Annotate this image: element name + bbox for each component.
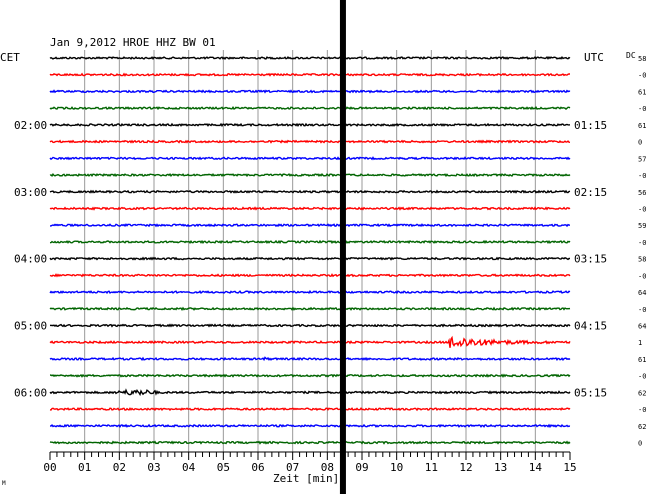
trace-9 <box>49 206 571 211</box>
trace-8 <box>49 189 571 194</box>
trace-13 <box>49 273 571 278</box>
trace-22 <box>49 423 571 429</box>
dc-offset-value: 58 <box>638 256 646 264</box>
trace-14 <box>49 289 571 295</box>
trace-4 <box>49 122 571 128</box>
dc-offset-value: -0 <box>638 406 646 414</box>
trace-3 <box>49 106 571 111</box>
time-marker-bar <box>339 0 346 494</box>
x-tick-label: 10 <box>390 461 403 474</box>
dc-offset-value: 64 <box>638 289 646 297</box>
dc-offset-value: 64 <box>638 323 646 331</box>
utc-hour-label: 01:15 <box>574 119 607 132</box>
utc-hour-label: 05:15 <box>574 386 607 399</box>
time-marker-bar <box>339 0 346 494</box>
trace-21 <box>49 406 571 412</box>
dc-offset-value: 61 <box>638 88 646 96</box>
dc-offset-value: 62 <box>638 389 646 397</box>
dc-offset-value: -0 <box>638 205 646 213</box>
x-tick-label: 08 <box>321 461 334 474</box>
trace-11 <box>49 239 571 245</box>
x-tick-label: 05 <box>217 461 230 474</box>
trace-17 <box>49 335 571 348</box>
trace-20 <box>49 388 571 397</box>
trace-18 <box>49 356 571 362</box>
dc-offset-value: 61 <box>638 356 646 364</box>
cet-label: CET <box>0 51 20 64</box>
x-tick-label: 11 <box>425 461 438 474</box>
cet-hour-label: 03:00 <box>14 186 47 199</box>
axes: 00 01 02 03 04 05 06 07 08 09 10 11 12 13 14 1502:0003:… <box>14 55 646 474</box>
trace-6 <box>49 156 571 161</box>
trace-10 <box>50 223 571 228</box>
cet-hour-label: 02:00 <box>14 119 47 132</box>
trace-5 <box>49 139 571 144</box>
x-tick-label: 03 <box>147 461 160 474</box>
trace-16 <box>49 323 571 328</box>
dc-offset-value: -0 <box>638 272 646 280</box>
x-tick-label: 07 <box>286 461 299 474</box>
trace-19 <box>49 373 571 379</box>
trace-23 <box>49 440 571 445</box>
x-tick-label: 01 <box>78 461 91 474</box>
dc-offset-value: -0 <box>638 306 646 314</box>
trace-0 <box>49 56 571 61</box>
dc-offset-value: 57 <box>638 155 646 163</box>
dc-offset-value: -0 <box>638 172 646 180</box>
trace-12 <box>49 256 571 261</box>
dc-label: DC <box>626 51 636 60</box>
x-tick-label: 14 <box>529 461 543 474</box>
chart-title: Jan 9,2012 HROE HHZ BW 01 <box>50 36 216 49</box>
x-tick-label: 15 <box>563 461 576 474</box>
trace-7 <box>49 172 571 178</box>
corner-mark: M <box>2 480 6 487</box>
dc-offset-value: 58 <box>638 55 646 63</box>
grid-lines <box>84 50 536 452</box>
x-tick-label: 06 <box>251 461 264 474</box>
cet-hour-label: 04:00 <box>14 253 47 266</box>
dc-offset-value: 0 <box>638 139 642 147</box>
x-tick-label: 13 <box>494 461 507 474</box>
trace-1 <box>49 72 571 77</box>
dc-offset-value: 56 <box>638 189 646 197</box>
dc-offset-value: 0 <box>638 440 642 448</box>
utc-hour-label: 04:15 <box>574 320 607 333</box>
x-tick-label: 04 <box>182 461 196 474</box>
cet-hour-label: 06:00 <box>14 386 47 399</box>
utc-hour-label: 02:15 <box>574 186 607 199</box>
dc-offset-value: 1 <box>638 339 642 347</box>
dc-offset-value: -0 <box>638 105 646 113</box>
trace-2 <box>49 89 571 94</box>
x-tick-label: 09 <box>355 461 368 474</box>
dc-offset-value: 62 <box>638 423 646 431</box>
x-axis-label: Zeit [min] <box>273 472 339 485</box>
x-tick-label: 02 <box>113 461 126 474</box>
dc-offset-value: -0 <box>638 373 646 381</box>
trace-15 <box>49 306 571 312</box>
seismic-traces <box>49 56 571 445</box>
x-tick-label: 00 <box>43 461 56 474</box>
dc-offset-value: -0 <box>638 239 646 247</box>
utc-hour-label: 03:15 <box>574 253 607 266</box>
dc-offset-value: 61 <box>638 122 646 130</box>
x-tick-label: 12 <box>459 461 472 474</box>
utc-label: UTC <box>584 51 604 64</box>
dc-offset-value: 59 <box>638 222 646 230</box>
dc-offset-value: -0 <box>638 72 646 80</box>
cet-hour-label: 05:00 <box>14 320 47 333</box>
